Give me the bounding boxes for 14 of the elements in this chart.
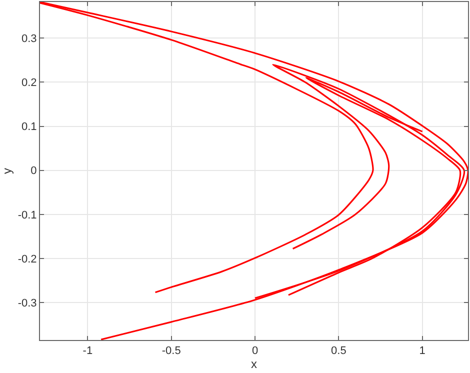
x-tick-label: -0.5: [162, 345, 181, 358]
y-tick-label: 0.1: [22, 121, 37, 134]
y-tick-label: 0.3: [22, 32, 37, 45]
y-tick-label: -0.3: [18, 297, 37, 310]
x-tick-label: 1: [419, 345, 426, 358]
y-axis-title: y: [0, 168, 14, 174]
y-tick-label: -0.2: [18, 253, 37, 266]
x-tick-label: 0: [252, 345, 258, 358]
y-tick-label: 0: [30, 165, 37, 178]
y-tick-label: 0.2: [22, 77, 37, 90]
x-tick-label: 0.5: [331, 345, 346, 358]
y-tick-label: -0.1: [18, 209, 37, 222]
x-axis-title: x: [251, 357, 257, 372]
x-tick-label: -1: [82, 345, 93, 358]
